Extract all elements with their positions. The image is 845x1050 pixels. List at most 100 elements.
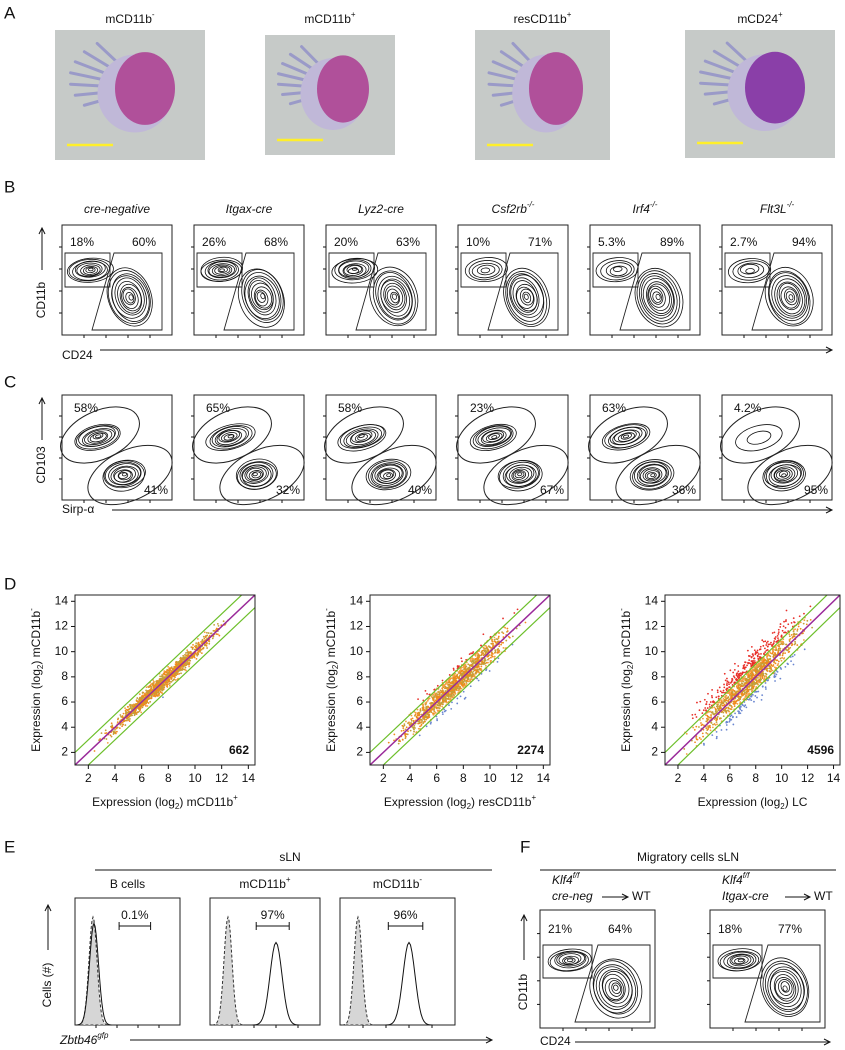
gene-point xyxy=(211,637,214,640)
gene-point xyxy=(466,668,469,670)
gene-point xyxy=(124,707,126,710)
contour xyxy=(768,272,809,322)
gene-point xyxy=(487,661,489,664)
gene-point xyxy=(431,697,434,700)
percentage: 4.2% xyxy=(734,401,762,415)
gene-point xyxy=(175,662,178,665)
gene-point xyxy=(459,695,462,698)
gene-point xyxy=(502,632,505,635)
gene-point xyxy=(481,649,484,652)
gene-point xyxy=(449,695,452,698)
gene-point xyxy=(756,682,759,685)
gene-point xyxy=(763,677,766,679)
gene-point xyxy=(744,704,747,707)
gene-point xyxy=(145,699,148,702)
gene-point xyxy=(111,724,114,727)
gene-point xyxy=(128,715,131,718)
y-tick-label: 12 xyxy=(645,619,659,633)
gene-point xyxy=(404,728,407,731)
contour xyxy=(642,468,661,482)
gene-point xyxy=(742,704,744,707)
gene-point xyxy=(736,699,739,701)
gene-point xyxy=(150,697,152,700)
plot-frame xyxy=(589,224,701,336)
gene-point xyxy=(166,685,168,688)
text-part: ) mCD11b xyxy=(619,611,633,665)
contour xyxy=(608,980,623,997)
x-tick-label: 12 xyxy=(801,771,815,785)
contour xyxy=(502,461,539,488)
gene-point xyxy=(203,637,206,640)
gene-point xyxy=(110,722,113,725)
gene-point xyxy=(139,696,142,699)
gene-point xyxy=(159,675,161,678)
gene-point xyxy=(210,632,213,635)
gene-point xyxy=(706,718,709,721)
y-tick-label: 14 xyxy=(645,593,659,607)
gene-point xyxy=(723,672,726,675)
contour xyxy=(775,469,791,480)
gene-point xyxy=(418,719,421,722)
gene-point xyxy=(154,695,157,698)
gene-point xyxy=(716,723,718,726)
x-tick-label: 2 xyxy=(675,771,682,785)
gene-point xyxy=(188,665,191,668)
gene-point xyxy=(126,705,129,708)
gate xyxy=(724,252,771,288)
text-part: resCD11b xyxy=(514,12,567,26)
percentage: 63% xyxy=(602,401,626,415)
gene-point xyxy=(445,701,448,704)
contour xyxy=(254,289,269,307)
gene-point xyxy=(764,672,767,675)
gene-point xyxy=(792,617,795,620)
x-axis-label: CD24 xyxy=(62,348,93,362)
gene-point xyxy=(465,659,467,661)
gate xyxy=(483,444,569,506)
script-text: + xyxy=(286,875,291,884)
gene-point xyxy=(735,692,738,695)
cell-title: resCD11b+ xyxy=(514,10,572,26)
gene-point xyxy=(489,659,492,662)
y-tick-label: 10 xyxy=(350,644,364,658)
gene-point xyxy=(694,713,697,716)
gene-point xyxy=(137,711,140,713)
gene-point xyxy=(410,718,413,721)
gene-point xyxy=(754,695,757,697)
contour xyxy=(558,953,582,966)
plot-frame xyxy=(325,394,437,501)
gene-point xyxy=(441,713,444,716)
gene-point xyxy=(685,732,688,735)
y-tick-label: 8 xyxy=(356,669,363,683)
gene-point xyxy=(410,719,413,722)
gene-point xyxy=(722,697,725,700)
y-axis-label: CD103 xyxy=(34,446,48,484)
contour xyxy=(737,262,765,279)
gene-point xyxy=(459,689,461,692)
contour xyxy=(652,291,662,303)
contour xyxy=(634,268,684,328)
gene-point xyxy=(181,658,183,661)
gene-point xyxy=(771,652,773,655)
gene-point xyxy=(200,640,202,643)
gene-point xyxy=(744,694,747,697)
gene-point xyxy=(702,735,704,738)
gene-point xyxy=(735,685,738,688)
gene-point xyxy=(744,675,746,678)
gene-point xyxy=(516,608,519,611)
gene-point xyxy=(501,631,503,634)
gene-point xyxy=(160,680,163,683)
contour xyxy=(746,430,772,445)
percentage: 18% xyxy=(70,235,94,249)
gene-point xyxy=(480,663,483,666)
gene-point xyxy=(149,700,152,703)
contour xyxy=(604,977,625,1001)
contour xyxy=(769,968,802,1008)
gene-point xyxy=(463,668,465,671)
contour xyxy=(782,985,788,992)
gene-point xyxy=(706,732,709,735)
gene-point xyxy=(752,654,755,657)
contour xyxy=(601,423,651,451)
contour xyxy=(595,257,639,283)
gene-point xyxy=(467,663,470,666)
contour xyxy=(778,470,788,478)
